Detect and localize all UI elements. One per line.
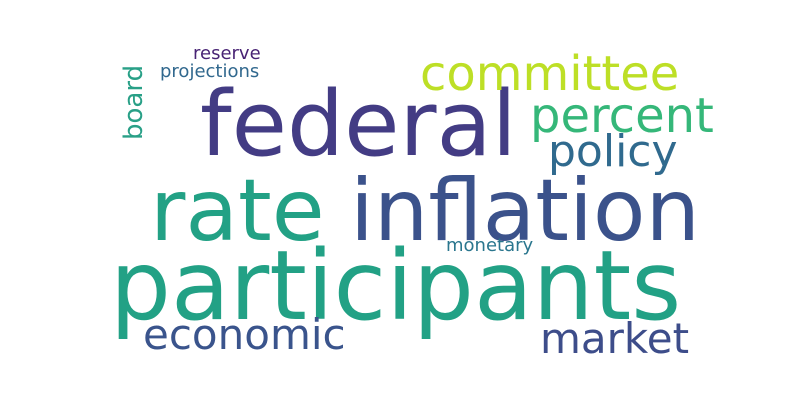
word-reserve: reserve (193, 43, 261, 64)
word-federal: federal (200, 72, 517, 177)
word-market: market (540, 314, 690, 363)
word-projections: projections (160, 61, 260, 82)
word-inflation: inflation (350, 161, 701, 261)
word-policy: policy (548, 126, 678, 177)
word-rate: rate (150, 161, 325, 261)
word-participants: participants (110, 230, 682, 342)
word-monetary: monetary (446, 235, 534, 256)
word-committee: committee (420, 46, 680, 102)
word-economic: economic (143, 310, 346, 359)
word-percent: percent (530, 88, 714, 144)
word-board: board (119, 64, 149, 140)
